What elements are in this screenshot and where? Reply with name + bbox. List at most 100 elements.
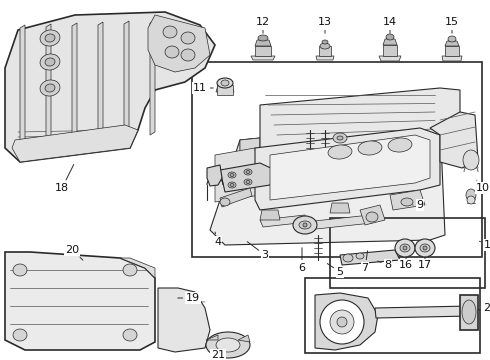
Ellipse shape [45,84,55,92]
Text: 6: 6 [298,248,305,273]
Polygon shape [5,12,215,162]
Polygon shape [340,250,400,265]
Polygon shape [98,22,103,139]
Polygon shape [215,148,260,202]
Polygon shape [260,210,280,220]
Ellipse shape [343,254,353,262]
Polygon shape [240,138,260,158]
Ellipse shape [462,300,476,324]
Ellipse shape [216,338,240,352]
Ellipse shape [299,221,311,229]
Polygon shape [445,46,459,56]
Text: 21: 21 [211,350,225,360]
Bar [192,62,482,257]
Text: 9: 9 [413,200,423,210]
Ellipse shape [123,329,137,341]
Ellipse shape [320,43,330,49]
Polygon shape [255,40,271,46]
Ellipse shape [13,264,27,276]
Polygon shape [305,215,372,230]
Polygon shape [360,205,385,225]
Text: 20: 20 [65,245,83,260]
Polygon shape [315,293,378,350]
Polygon shape [5,252,155,350]
Text: 16: 16 [399,257,413,270]
Bar [330,218,485,288]
Polygon shape [430,112,478,168]
Polygon shape [210,120,445,245]
Ellipse shape [244,179,252,185]
Polygon shape [383,39,397,45]
Ellipse shape [246,171,250,174]
Ellipse shape [333,133,347,143]
Polygon shape [445,41,459,46]
Ellipse shape [40,30,60,46]
Text: 11: 11 [193,83,213,93]
Polygon shape [383,45,397,56]
Ellipse shape [415,239,435,257]
Text: 1: 1 [480,240,490,250]
Ellipse shape [181,49,195,61]
Polygon shape [390,190,425,210]
Polygon shape [206,335,218,340]
Ellipse shape [217,78,233,88]
Ellipse shape [40,80,60,96]
Ellipse shape [356,253,364,259]
Polygon shape [150,20,155,135]
Ellipse shape [420,244,430,252]
Polygon shape [319,46,331,56]
Ellipse shape [163,26,177,38]
Ellipse shape [181,32,195,44]
Polygon shape [330,203,350,213]
Ellipse shape [320,300,364,344]
Ellipse shape [403,246,407,250]
Text: 3: 3 [247,242,269,260]
Text: 13: 13 [318,17,332,33]
Ellipse shape [386,34,394,40]
Ellipse shape [244,169,252,175]
Ellipse shape [303,223,307,227]
Ellipse shape [467,196,475,204]
Polygon shape [270,135,430,200]
Text: 17: 17 [418,257,432,270]
Text: 18: 18 [55,165,74,193]
Ellipse shape [13,329,27,341]
Text: 8: 8 [378,260,392,270]
Bar [305,278,480,353]
Ellipse shape [466,189,476,201]
Ellipse shape [423,246,427,250]
Polygon shape [158,288,210,352]
Ellipse shape [463,150,479,170]
Ellipse shape [221,80,229,86]
Polygon shape [207,165,222,186]
Polygon shape [379,56,401,61]
Ellipse shape [330,310,354,334]
Polygon shape [216,85,234,92]
Ellipse shape [123,264,137,276]
Ellipse shape [165,46,179,58]
Polygon shape [460,295,478,330]
Ellipse shape [228,172,236,178]
Ellipse shape [400,244,410,252]
Ellipse shape [230,174,234,176]
Polygon shape [260,215,308,227]
Ellipse shape [401,198,413,206]
Ellipse shape [45,34,55,42]
Ellipse shape [337,317,347,327]
Polygon shape [220,188,252,207]
Ellipse shape [395,239,415,257]
Text: 2: 2 [478,303,490,313]
Polygon shape [255,46,271,56]
Polygon shape [220,163,275,192]
Polygon shape [72,23,77,141]
Ellipse shape [258,35,268,41]
Ellipse shape [366,212,378,222]
Polygon shape [120,258,155,278]
Text: 12: 12 [256,17,270,33]
Ellipse shape [40,54,60,70]
Ellipse shape [328,145,352,159]
Ellipse shape [230,184,234,186]
Polygon shape [442,56,462,61]
Polygon shape [375,306,470,318]
Ellipse shape [206,332,250,358]
